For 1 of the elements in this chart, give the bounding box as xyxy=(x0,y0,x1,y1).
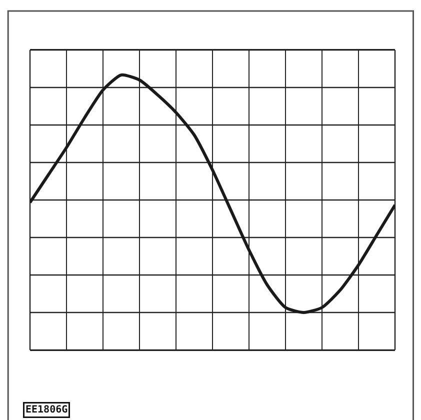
text: EE1806G xyxy=(26,404,68,416)
